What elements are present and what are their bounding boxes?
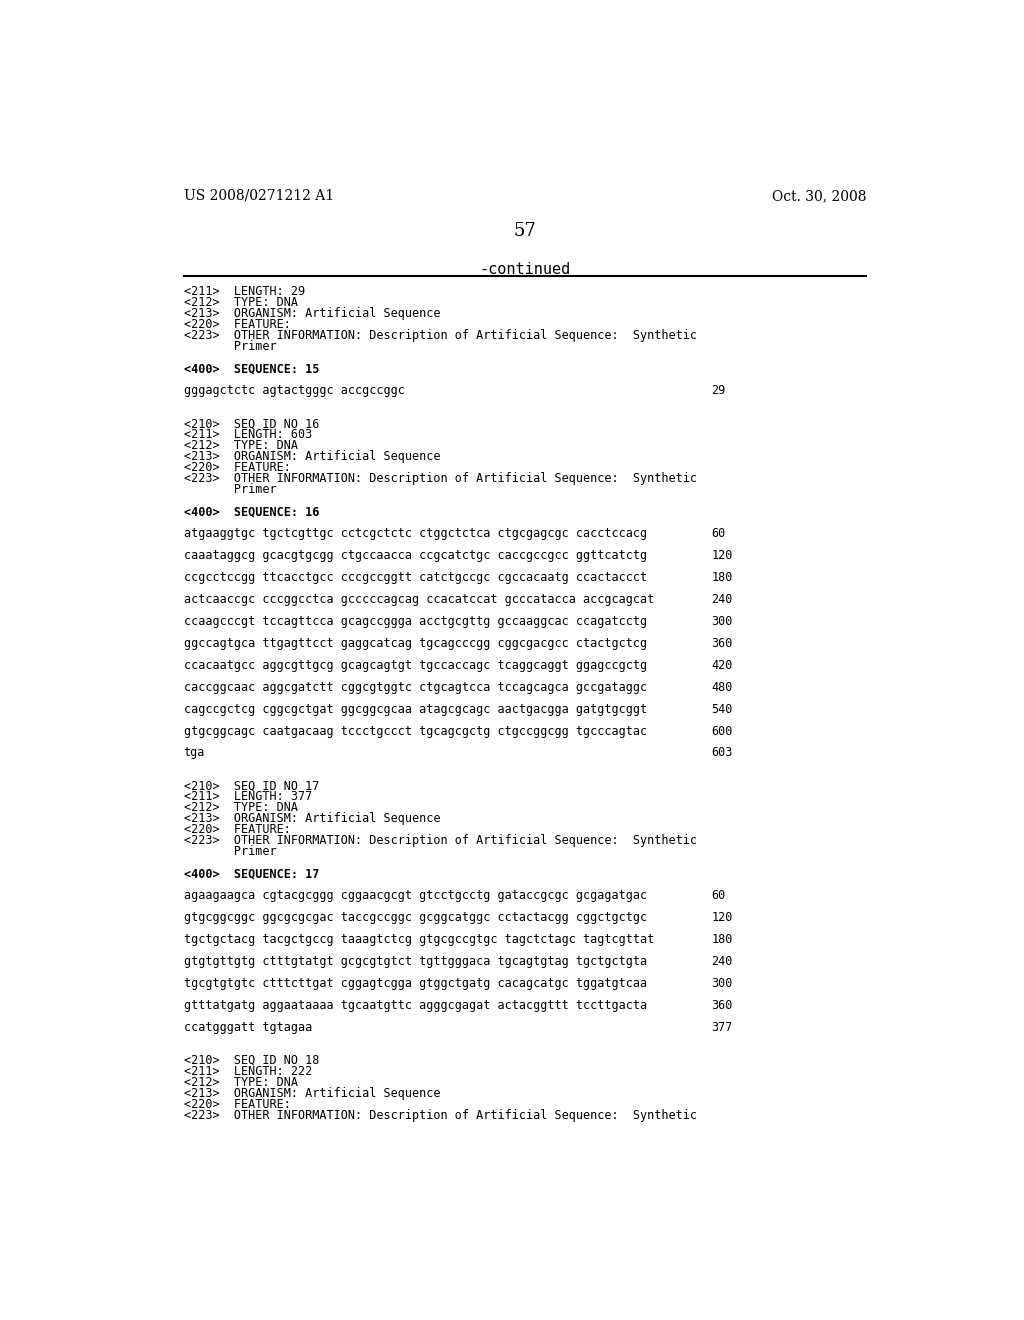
Text: <220>  FEATURE:: <220> FEATURE: <box>183 318 291 331</box>
Text: tgctgctacg tacgctgccg taaagtctcg gtgcgccgtgc tagctctagc tagtcgttat: tgctgctacg tacgctgccg taaagtctcg gtgcgcc… <box>183 933 653 946</box>
Text: <220>  FEATURE:: <220> FEATURE: <box>183 461 291 474</box>
Text: 60: 60 <box>712 890 726 902</box>
Text: US 2008/0271212 A1: US 2008/0271212 A1 <box>183 189 334 203</box>
Text: 420: 420 <box>712 659 732 672</box>
Text: ggccagtgca ttgagttcct gaggcatcag tgcagcccgg cggcgacgcc ctactgctcg: ggccagtgca ttgagttcct gaggcatcag tgcagcc… <box>183 636 647 649</box>
Text: Primer: Primer <box>183 845 276 858</box>
Text: 60: 60 <box>712 527 726 540</box>
Text: <400>  SEQUENCE: 16: <400> SEQUENCE: 16 <box>183 506 318 517</box>
Text: ccgcctccgg ttcacctgcc cccgccggtt catctgccgc cgccacaatg ccactaccct: ccgcctccgg ttcacctgcc cccgccggtt catctgc… <box>183 570 647 583</box>
Text: <210>  SEQ ID NO 17: <210> SEQ ID NO 17 <box>183 779 318 792</box>
Text: gtgcggcagc caatgacaag tccctgccct tgcagcgctg ctgccggcgg tgcccagtac: gtgcggcagc caatgacaag tccctgccct tgcagcg… <box>183 725 647 738</box>
Text: caccggcaac aggcgatctt cggcgtggtc ctgcagtcca tccagcagca gccgataggc: caccggcaac aggcgatctt cggcgtggtc ctgcagt… <box>183 681 647 693</box>
Text: <212>  TYPE: DNA: <212> TYPE: DNA <box>183 440 298 453</box>
Text: 120: 120 <box>712 549 732 562</box>
Text: <212>  TYPE: DNA: <212> TYPE: DNA <box>183 1076 298 1089</box>
Text: <223>  OTHER INFORMATION: Description of Artificial Sequence:  Synthetic: <223> OTHER INFORMATION: Description of … <box>183 330 696 342</box>
Text: 180: 180 <box>712 933 732 946</box>
Text: 603: 603 <box>712 747 732 759</box>
Text: tga: tga <box>183 747 205 759</box>
Text: actcaaccgc cccggcctca gcccccagcag ccacatccat gcccatacca accgcagcat: actcaaccgc cccggcctca gcccccagcag ccacat… <box>183 593 653 606</box>
Text: caaataggcg gcacgtgcgg ctgccaacca ccgcatctgc caccgccgcc ggttcatctg: caaataggcg gcacgtgcgg ctgccaacca ccgcatc… <box>183 549 647 562</box>
Text: cagccgctcg cggcgctgat ggcggcgcaa atagcgcagc aactgacgga gatgtgcggt: cagccgctcg cggcgctgat ggcggcgcaa atagcgc… <box>183 702 647 715</box>
Text: Primer: Primer <box>183 483 276 496</box>
Text: agaagaagca cgtacgcggg cggaacgcgt gtcctgcctg gataccgcgc gcgagatgac: agaagaagca cgtacgcggg cggaacgcgt gtcctgc… <box>183 890 647 902</box>
Text: gtttatgatg aggaataaaa tgcaatgttc agggcgagat actacggttt tccttgacta: gtttatgatg aggaataaaa tgcaatgttc agggcga… <box>183 999 647 1012</box>
Text: 300: 300 <box>712 615 732 628</box>
Text: <210>  SEQ ID NO 16: <210> SEQ ID NO 16 <box>183 417 318 430</box>
Text: gtgcggcggc ggcgcgcgac taccgccggc gcggcatggc cctactacgg cggctgctgc: gtgcggcggc ggcgcgcgac taccgccggc gcggcat… <box>183 911 647 924</box>
Text: 29: 29 <box>712 384 726 397</box>
Text: ccacaatgcc aggcgttgcg gcagcagtgt tgccaccagc tcaggcaggt ggagccgctg: ccacaatgcc aggcgttgcg gcagcagtgt tgccacc… <box>183 659 647 672</box>
Text: <210>  SEQ ID NO 18: <210> SEQ ID NO 18 <box>183 1053 318 1067</box>
Text: <212>  TYPE: DNA: <212> TYPE: DNA <box>183 801 298 814</box>
Text: tgcgtgtgtc ctttcttgat cggagtcgga gtggctgatg cacagcatgc tggatgtcaa: tgcgtgtgtc ctttcttgat cggagtcgga gtggctg… <box>183 977 647 990</box>
Text: <212>  TYPE: DNA: <212> TYPE: DNA <box>183 297 298 309</box>
Text: <211>  LENGTH: 29: <211> LENGTH: 29 <box>183 285 305 298</box>
Text: atgaaggtgc tgctcgttgc cctcgctctc ctggctctca ctgcgagcgc cacctccacg: atgaaggtgc tgctcgttgc cctcgctctc ctggctc… <box>183 527 647 540</box>
Text: 600: 600 <box>712 725 732 738</box>
Text: 120: 120 <box>712 911 732 924</box>
Text: 180: 180 <box>712 570 732 583</box>
Text: ccatgggatt tgtagaa: ccatgggatt tgtagaa <box>183 1020 311 1034</box>
Text: <211>  LENGTH: 603: <211> LENGTH: 603 <box>183 428 311 441</box>
Text: <223>  OTHER INFORMATION: Description of Artificial Sequence:  Synthetic: <223> OTHER INFORMATION: Description of … <box>183 473 696 484</box>
Text: <213>  ORGANISM: Artificial Sequence: <213> ORGANISM: Artificial Sequence <box>183 450 440 463</box>
Text: gggagctctc agtactgggc accgccggc: gggagctctc agtactgggc accgccggc <box>183 384 404 397</box>
Text: Primer: Primer <box>183 341 276 354</box>
Text: <213>  ORGANISM: Artificial Sequence: <213> ORGANISM: Artificial Sequence <box>183 812 440 825</box>
Text: <220>  FEATURE:: <220> FEATURE: <box>183 824 291 837</box>
Text: <213>  ORGANISM: Artificial Sequence: <213> ORGANISM: Artificial Sequence <box>183 308 440 321</box>
Text: <213>  ORGANISM: Artificial Sequence: <213> ORGANISM: Artificial Sequence <box>183 1086 440 1100</box>
Text: 57: 57 <box>513 223 537 240</box>
Text: ccaagcccgt tccagttcca gcagccggga acctgcgttg gccaaggcac ccagatcctg: ccaagcccgt tccagttcca gcagccggga acctgcg… <box>183 615 647 628</box>
Text: gtgtgttgtg ctttgtatgt gcgcgtgtct tgttgggaca tgcagtgtag tgctgctgta: gtgtgttgtg ctttgtatgt gcgcgtgtct tgttggg… <box>183 956 647 968</box>
Text: <400>  SEQUENCE: 17: <400> SEQUENCE: 17 <box>183 867 318 880</box>
Text: 300: 300 <box>712 977 732 990</box>
Text: 540: 540 <box>712 702 732 715</box>
Text: 480: 480 <box>712 681 732 693</box>
Text: 377: 377 <box>712 1020 732 1034</box>
Text: <211>  LENGTH: 377: <211> LENGTH: 377 <box>183 791 311 804</box>
Text: Oct. 30, 2008: Oct. 30, 2008 <box>771 189 866 203</box>
Text: 360: 360 <box>712 636 732 649</box>
Text: 240: 240 <box>712 593 732 606</box>
Text: 360: 360 <box>712 999 732 1012</box>
Text: <220>  FEATURE:: <220> FEATURE: <box>183 1098 291 1110</box>
Text: -continued: -continued <box>479 263 570 277</box>
Text: 240: 240 <box>712 956 732 968</box>
Text: <223>  OTHER INFORMATION: Description of Artificial Sequence:  Synthetic: <223> OTHER INFORMATION: Description of … <box>183 834 696 847</box>
Text: <211>  LENGTH: 222: <211> LENGTH: 222 <box>183 1065 311 1078</box>
Text: <400>  SEQUENCE: 15: <400> SEQUENCE: 15 <box>183 362 318 375</box>
Text: <223>  OTHER INFORMATION: Description of Artificial Sequence:  Synthetic: <223> OTHER INFORMATION: Description of … <box>183 1109 696 1122</box>
